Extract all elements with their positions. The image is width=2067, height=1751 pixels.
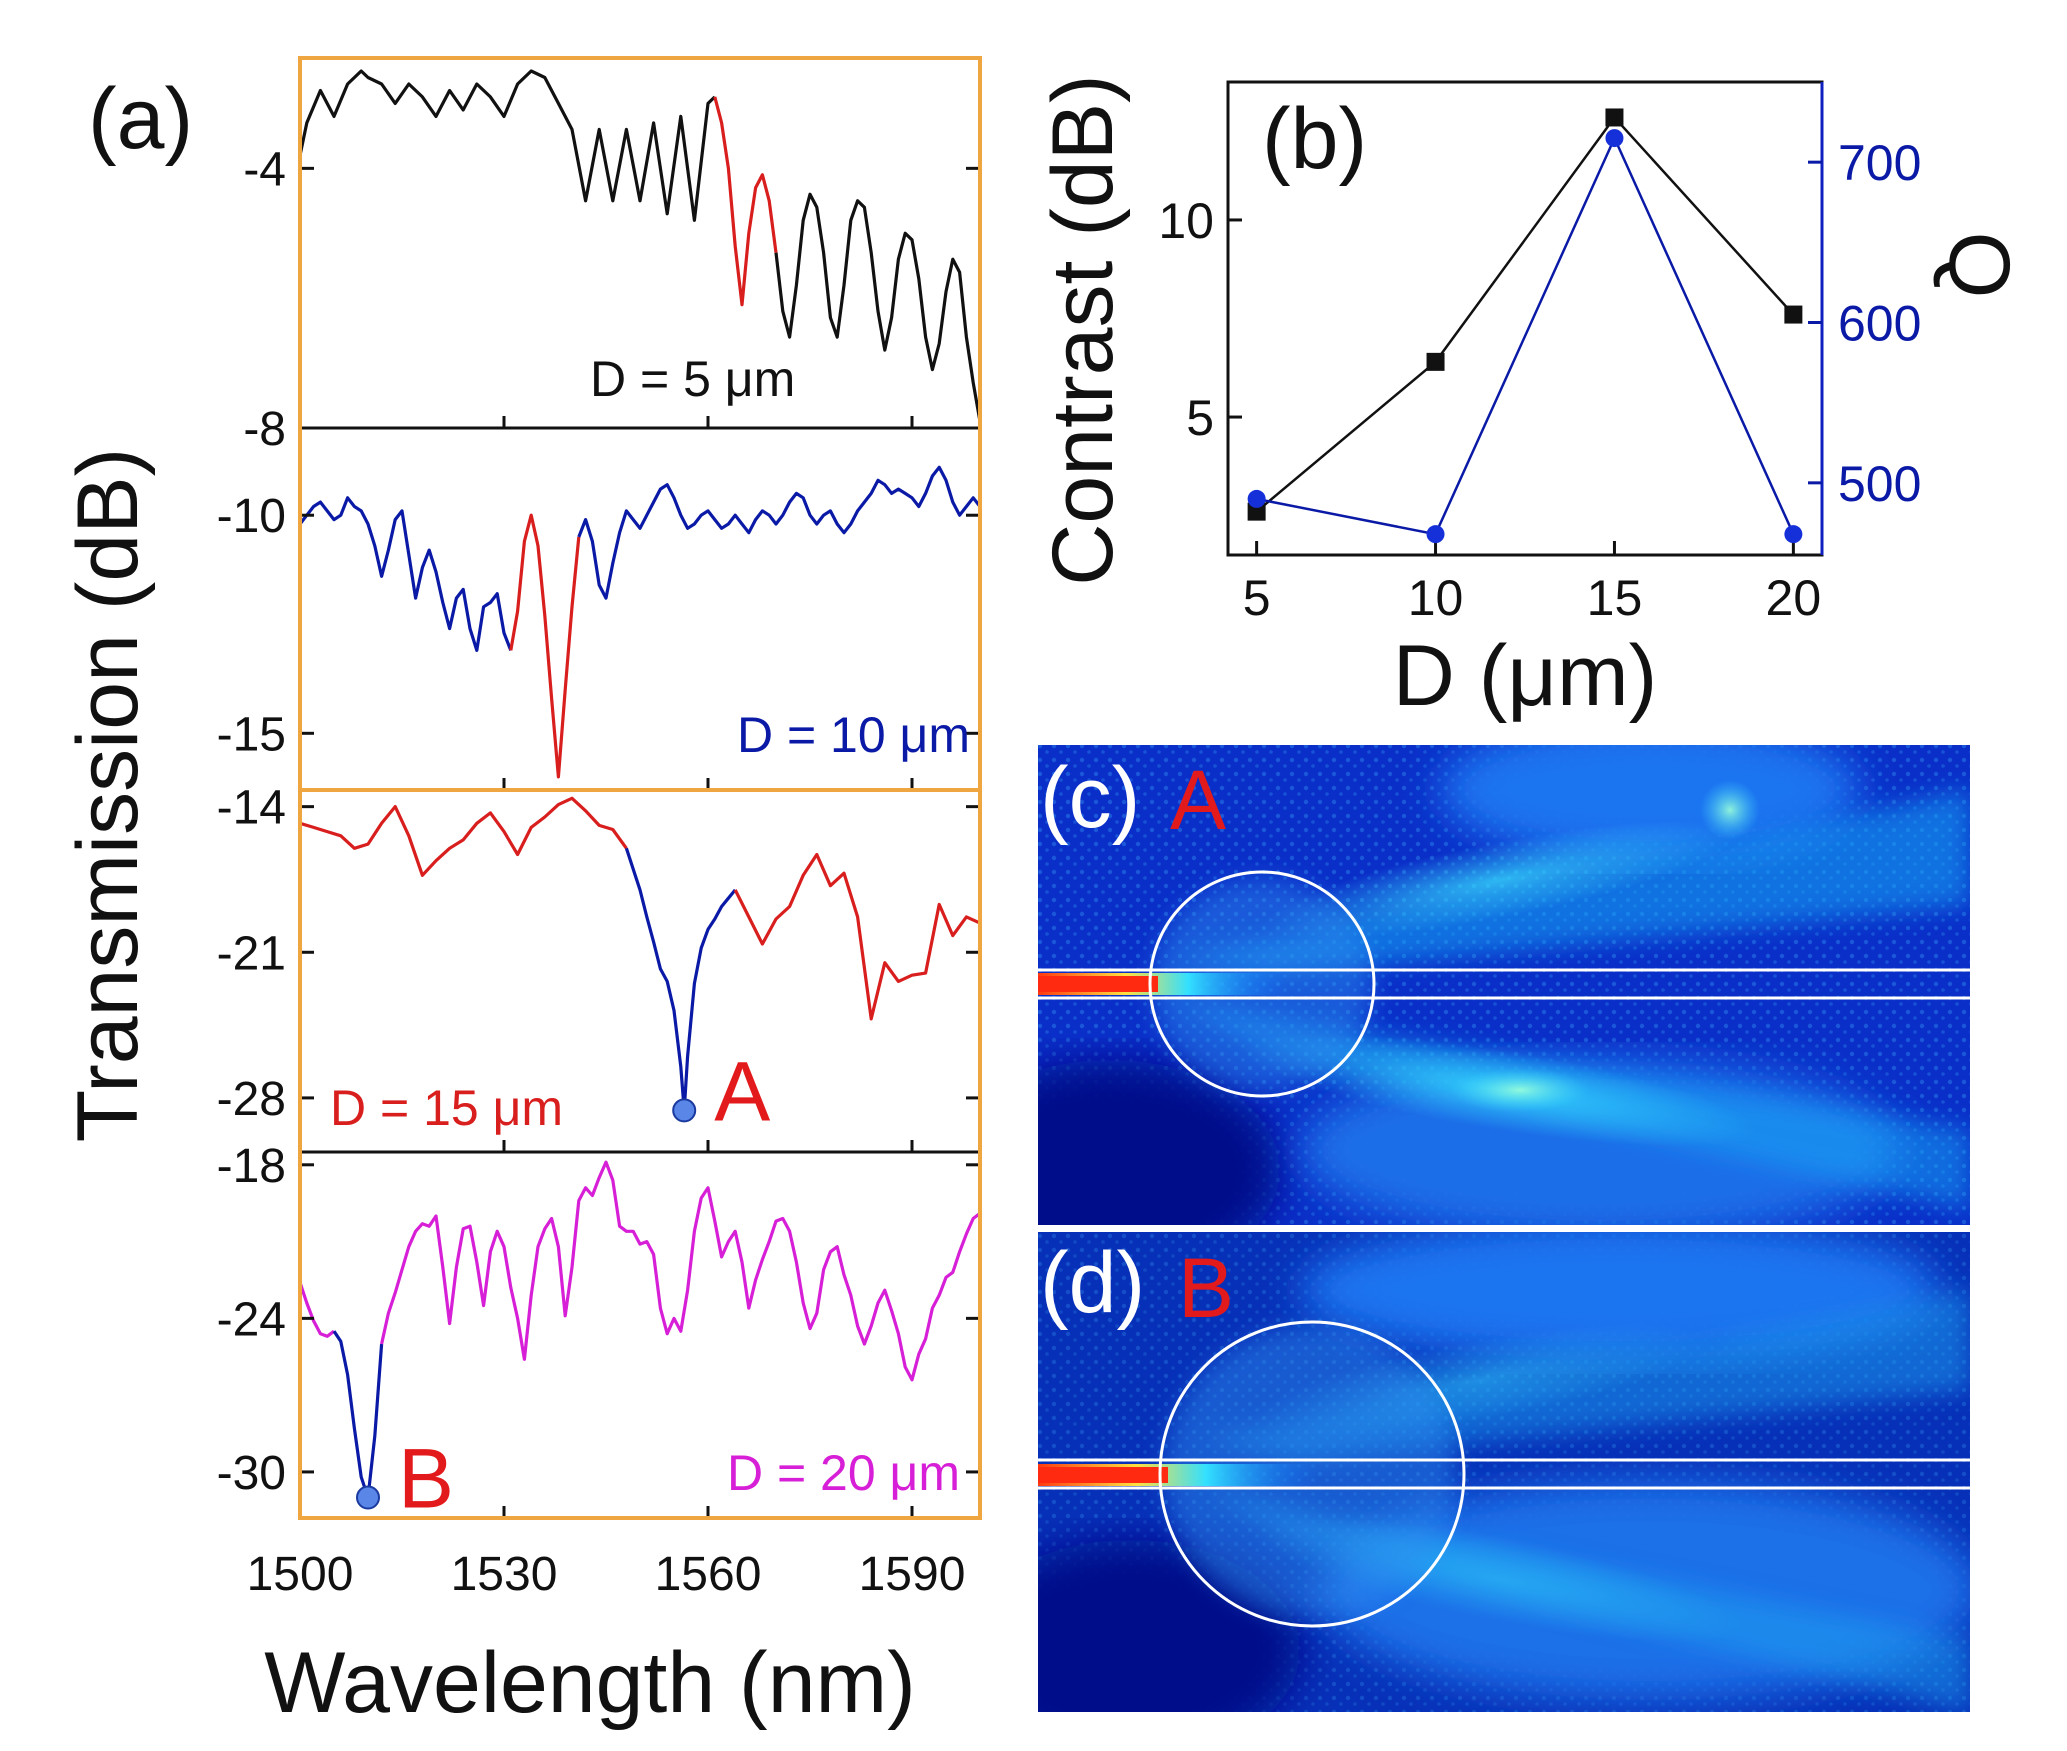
a-ytick-label: -18 bbox=[217, 1140, 286, 1193]
spectrum-panel-2: -10 -15 D = 10 μm bbox=[217, 465, 982, 792]
b-point-contrast-15 bbox=[1605, 108, 1624, 127]
panel-a-label: (a) bbox=[88, 71, 193, 167]
panel-b-label: (b) bbox=[1262, 91, 1367, 187]
a-ytick-label: -28 bbox=[217, 1073, 286, 1126]
b-series-line-q bbox=[1256, 135, 1795, 536]
spectrum-line-1-seg-2 bbox=[713, 96, 778, 307]
a-ytick-label: -30 bbox=[217, 1447, 286, 1500]
spectrum-label-4: D = 20 μm bbox=[727, 1445, 960, 1501]
a-xtick-label: 1500 bbox=[247, 1548, 354, 1601]
b-xtick-label: 5 bbox=[1243, 570, 1271, 626]
panel-a-xlabel: Wavelength (nm) bbox=[264, 1635, 916, 1731]
b-xtick-label: 20 bbox=[1766, 570, 1822, 626]
spectrum-line-4-seg-1 bbox=[298, 1281, 335, 1338]
b-point-q-15 bbox=[1605, 129, 1624, 148]
a-ytick-label: -10 bbox=[217, 490, 286, 543]
spectrum-line-3-seg-3 bbox=[733, 852, 981, 1021]
b-point-q-20 bbox=[1784, 525, 1803, 544]
b-y2tick-label: 700 bbox=[1838, 135, 1921, 191]
a-ytick-label: -14 bbox=[217, 782, 286, 835]
panel-a-plot-area: -4 -8 D = 5 μm -10 -15 D = 10 μm -14 -21 -28 D = … bbox=[217, 56, 982, 1601]
panel-a-ylabel: Transmission (dB) bbox=[60, 448, 156, 1143]
panel-c-field-map: (c) A bbox=[1038, 745, 1970, 1225]
b-ytick-label: 5 bbox=[1186, 390, 1214, 446]
spectrum-panel-4: -18 -24 -30 D = 20 μm B bbox=[217, 1140, 981, 1526]
mode-b-label: B bbox=[1178, 1241, 1234, 1335]
panel-b-ylabel: Contrast (dB) bbox=[1035, 74, 1131, 585]
a-ytick-label: -4 bbox=[243, 143, 286, 196]
spectrum-line-1-seg-3 bbox=[774, 192, 982, 422]
spectrum-label-3: D = 15 μm bbox=[330, 1080, 563, 1136]
b-point-q-5 bbox=[1247, 489, 1266, 508]
panel-a-highlight-frame bbox=[298, 56, 982, 792]
panel-b-y2label: Q bbox=[1931, 232, 2027, 299]
a-ytick-label: -24 bbox=[217, 1293, 286, 1346]
spectrum-panel-1: -4 -8 D = 5 μm bbox=[243, 69, 982, 456]
b-ytick-label: 10 bbox=[1158, 193, 1214, 249]
mode-marker-b bbox=[356, 1485, 380, 1510]
panel-b-xlabel: D (μm) bbox=[1393, 628, 1657, 724]
spectrum-line-2-seg-2 bbox=[509, 513, 581, 779]
spectrum-line-1-seg-1 bbox=[298, 69, 716, 222]
spectrum-line-4-seg-2 bbox=[332, 1330, 384, 1500]
panel-a: (a) -4 -8 D = 5 μm -10 -15 D = 10 μm -14 -21 -28… bbox=[60, 56, 982, 1731]
a-xtick-label: 1530 bbox=[451, 1548, 558, 1601]
panel-a-lower-frame bbox=[298, 788, 982, 1520]
mode-marker-label-a: A bbox=[714, 1044, 770, 1138]
b-xtick-label: 15 bbox=[1587, 570, 1643, 626]
spectrum-panel-3: -14 -21 -28 D = 15 μm A bbox=[217, 782, 981, 1154]
b-point-q-10 bbox=[1426, 525, 1445, 544]
spectrum-line-4-seg-3 bbox=[380, 1160, 981, 1382]
panel-b-plot-area: 5 10 15 20 5 10 500 600 700 bbox=[1158, 108, 1921, 626]
spectrum-line-3-seg-1 bbox=[299, 796, 628, 877]
b-series-line-contrast bbox=[1255, 115, 1795, 513]
mode-marker-a bbox=[672, 1098, 697, 1123]
spectrum-label-2: D = 10 μm bbox=[737, 707, 970, 763]
spectrum-line-2-seg-3 bbox=[577, 465, 982, 600]
a-ytick-label: -21 bbox=[217, 927, 286, 980]
a-ytick-label: -8 bbox=[243, 403, 286, 456]
spectrum-line-2-seg-1 bbox=[298, 496, 513, 653]
panel-d-field-map: (d) B bbox=[1038, 1232, 1970, 1712]
spectrum-label-1: D = 5 μm bbox=[590, 351, 795, 407]
b-point-contrast-20 bbox=[1784, 305, 1803, 324]
b-point-contrast-10 bbox=[1426, 352, 1445, 371]
b-xtick-label: 10 bbox=[1408, 570, 1464, 626]
panel-d-label: (d) bbox=[1040, 1235, 1145, 1331]
b-y2tick-label: 600 bbox=[1838, 296, 1921, 352]
b-point-contrast-5 bbox=[1247, 502, 1266, 521]
mode-a-label: A bbox=[1170, 753, 1226, 847]
a-ytick-label: -15 bbox=[217, 708, 286, 761]
panel-c-label: (c) bbox=[1040, 750, 1140, 846]
a-xtick-label: 1590 bbox=[859, 1548, 966, 1601]
mode-marker-label-b: B bbox=[398, 1432, 454, 1526]
b-y2tick-label: 500 bbox=[1838, 456, 1921, 512]
a-xtick-label: 1560 bbox=[655, 1548, 762, 1601]
